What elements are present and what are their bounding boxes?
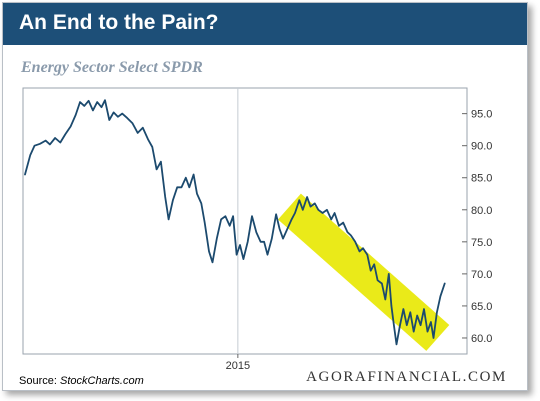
y-axis: 60.0 65.0 70.0 75.0 80.0 85.0 90.0 95.0 — [462, 109, 492, 345]
y-tick-label: 85.0 — [471, 173, 492, 185]
x-tick-label: 2015 — [226, 360, 250, 372]
y-tick-label: 65.0 — [471, 301, 492, 313]
y-tick-label: 90.0 — [471, 141, 492, 153]
y-tick-label: 80.0 — [471, 205, 492, 217]
source-note: Source: StockCharts.com — [19, 375, 144, 387]
brand-wordmark: AGORAFINANCIAL.COM — [306, 369, 507, 385]
highlight-layer — [278, 193, 450, 351]
line-chart: 60.0 65.0 70.0 75.0 80.0 85.0 90.0 95.0 2015 — [22, 87, 492, 372]
y-tick-label: 60.0 — [471, 333, 492, 345]
series-layer — [24, 99, 446, 346]
chart-header: An End to the Pain? — [3, 3, 527, 45]
source-label: Source: — [19, 375, 57, 387]
chart-card: An End to the Pain? Energy Sector Select… — [2, 2, 528, 391]
chart-subtitle: Energy Sector Select SPDR — [21, 59, 203, 76]
y-tick-label: 75.0 — [471, 237, 492, 249]
y-tick-label: 70.0 — [471, 269, 492, 281]
source-name: StockCharts.com — [59, 375, 144, 387]
x-axis: 2015 — [226, 88, 250, 372]
y-tick-label: 95.0 — [471, 109, 492, 121]
highlight-band — [278, 193, 450, 351]
price-line — [24, 99, 446, 346]
header-title: An End to the Pain? — [19, 11, 219, 34]
